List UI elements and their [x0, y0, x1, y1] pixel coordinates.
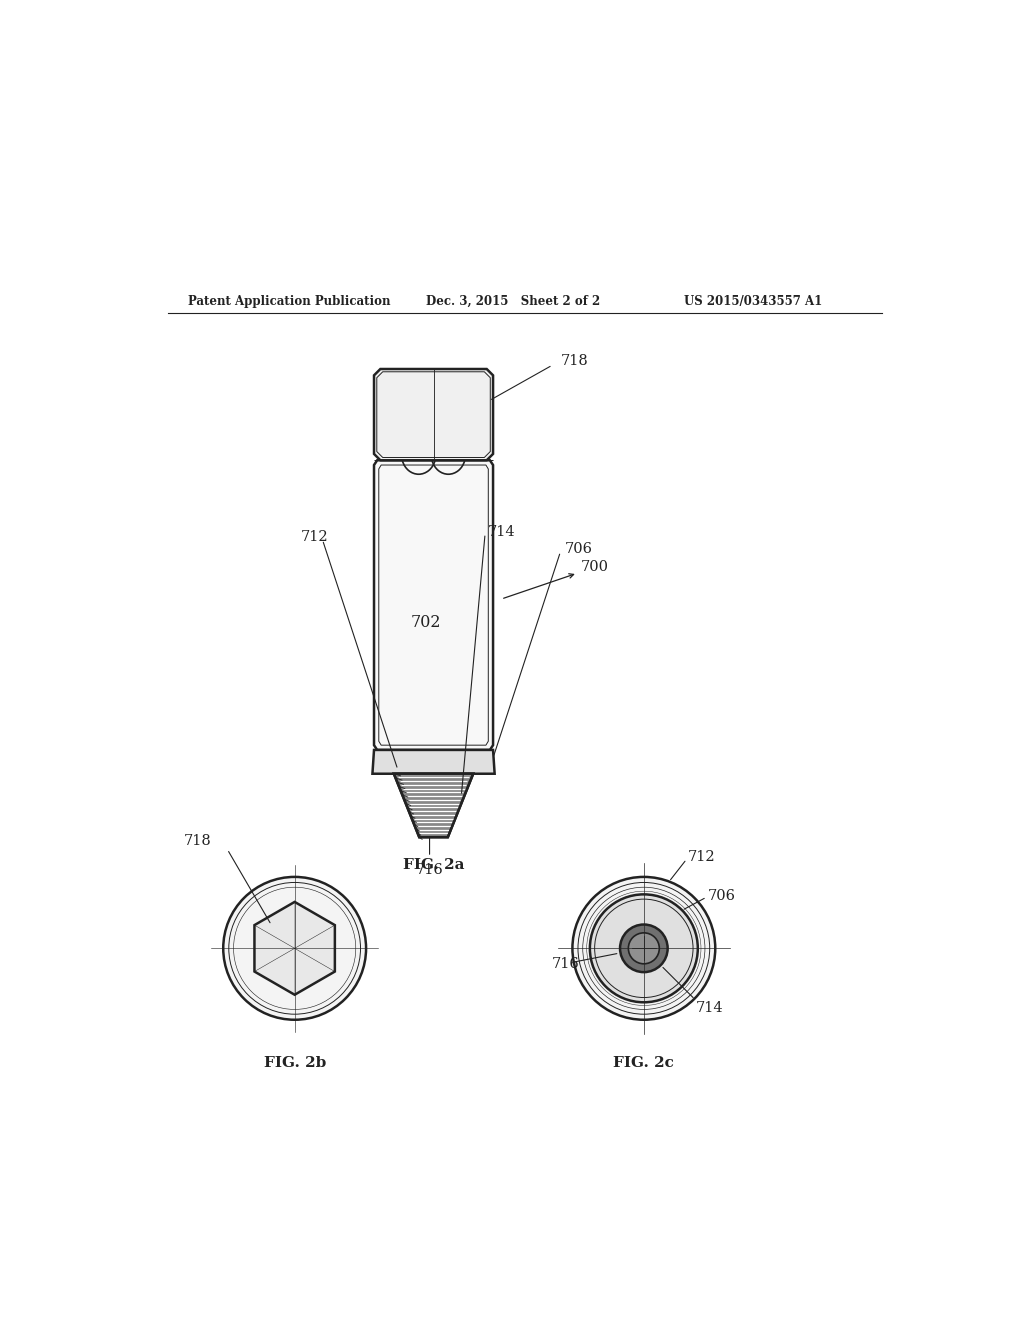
- Text: 712: 712: [301, 531, 329, 544]
- Polygon shape: [394, 774, 473, 837]
- Text: 718: 718: [183, 834, 211, 849]
- Circle shape: [621, 924, 668, 972]
- Circle shape: [590, 895, 697, 1002]
- Circle shape: [629, 933, 659, 964]
- Text: 706: 706: [709, 888, 736, 903]
- Text: FIG. 2a: FIG. 2a: [402, 858, 464, 873]
- Text: 716: 716: [552, 957, 580, 970]
- Text: 714: 714: [696, 1001, 724, 1015]
- Text: 718: 718: [560, 354, 588, 368]
- Text: FIG. 2b: FIG. 2b: [263, 1056, 326, 1071]
- Circle shape: [572, 876, 715, 1020]
- Text: Patent Application Publication: Patent Application Publication: [187, 296, 390, 308]
- Text: 702: 702: [411, 614, 441, 631]
- Text: 714: 714: [487, 524, 515, 539]
- Polygon shape: [254, 902, 335, 995]
- Text: 712: 712: [688, 850, 716, 863]
- Polygon shape: [373, 750, 495, 774]
- Polygon shape: [374, 370, 494, 461]
- Text: 706: 706: [564, 543, 593, 556]
- Text: FIG. 2c: FIG. 2c: [613, 1056, 674, 1071]
- Text: Dec. 3, 2015   Sheet 2 of 2: Dec. 3, 2015 Sheet 2 of 2: [426, 296, 600, 308]
- Text: 700: 700: [504, 561, 608, 598]
- Text: 716: 716: [416, 863, 443, 878]
- Circle shape: [223, 876, 367, 1020]
- Text: US 2015/0343557 A1: US 2015/0343557 A1: [684, 296, 822, 308]
- Polygon shape: [374, 461, 494, 750]
